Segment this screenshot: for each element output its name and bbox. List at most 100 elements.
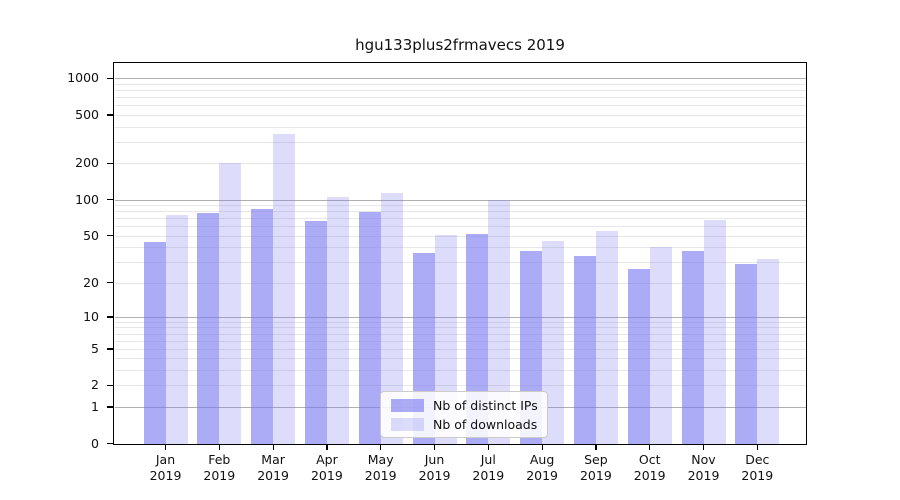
- gridline-major-10: [114, 316, 806, 318]
- x-tick-label-mar: Mar 2019: [257, 452, 289, 483]
- gridline-minor-40: [114, 247, 806, 249]
- x-tick-label-dec: Dec 2019: [741, 452, 774, 483]
- gridline-minor-70: [114, 218, 806, 220]
- bar-dec-nb-of-distinct-ips: [735, 263, 758, 444]
- y-tick-200: [107, 162, 113, 164]
- gridline-minor-3: [114, 370, 806, 372]
- gridline-minor-300: [114, 141, 806, 143]
- gridline-minor-500: [114, 114, 806, 116]
- gridline-minor-80: [114, 211, 806, 213]
- y-tick-label-100: 100: [75, 191, 99, 207]
- bar-jan-nb-of-downloads: [165, 214, 188, 444]
- bar-sep-nb-of-distinct-ips: [573, 255, 596, 444]
- bar-jul-nb-of-downloads: [488, 199, 511, 444]
- x-tick-label-apr: Apr 2019: [310, 452, 343, 483]
- gridline-minor-600: [114, 105, 806, 107]
- x-tick-dec: [756, 445, 758, 450]
- y-tick-5: [107, 348, 113, 350]
- gridline-minor-9: [114, 321, 806, 323]
- y-tick-label-5: 5: [91, 340, 99, 356]
- x-tick-label-feb: Feb 2019: [203, 452, 236, 483]
- bar-jan-nb-of-distinct-ips: [143, 242, 166, 444]
- x-tick-label-jun: Jun 2019: [418, 452, 451, 483]
- gridline-minor-30: [114, 262, 806, 263]
- bar-oct-nb-of-distinct-ips: [627, 269, 650, 444]
- y-tick-50: [107, 235, 113, 237]
- gridline-minor-90: [114, 205, 806, 207]
- legend-item-nb-of-distinct-ips: Nb of distinct IPs: [391, 398, 539, 413]
- bar-nov-nb-of-distinct-ips: [681, 251, 704, 444]
- y-tick-label-500: 500: [75, 106, 99, 122]
- bar-mar-nb-of-downloads: [273, 133, 296, 444]
- y-tick-label-200: 200: [75, 155, 99, 171]
- legend-label-nb-of-distinct-ips: Nb of distinct IPs: [433, 397, 538, 413]
- y-tick-label-10: 10: [83, 308, 99, 324]
- y-tick-2: [107, 384, 113, 387]
- bar-apr-nb-of-downloads: [326, 197, 349, 444]
- gridline-minor-50: [114, 235, 806, 237]
- bar-sep-nb-of-downloads: [595, 230, 618, 444]
- gridline-minor-400: [114, 126, 806, 128]
- y-tick-1: [107, 406, 113, 408]
- x-tick-label-sep: Sep 2019: [579, 452, 612, 483]
- x-tick-jul: [487, 445, 489, 450]
- gridline-minor-7: [114, 333, 806, 335]
- gridline-minor-800: [114, 90, 806, 92]
- gridline-minor-8: [114, 327, 806, 329]
- legend-swatch-nb-of-downloads: [391, 417, 424, 431]
- legend: Nb of distinct IPs Nb of downloads: [380, 391, 548, 438]
- bar-oct-nb-of-downloads: [649, 247, 672, 444]
- y-tick-label-20: 20: [83, 274, 99, 290]
- x-tick-label-jan: Jan 2019: [149, 452, 182, 483]
- x-tick-jan: [164, 445, 167, 450]
- x-tick-aug: [541, 445, 543, 450]
- x-tick-may: [380, 445, 382, 450]
- gridline-major-1000: [114, 78, 806, 80]
- x-tick-mar: [272, 445, 274, 450]
- gridline-minor-20: [114, 282, 806, 284]
- x-tick-apr: [326, 445, 328, 450]
- x-tick-sep: [595, 445, 597, 450]
- y-tick-10: [107, 316, 113, 318]
- y-tick-label-2: 2: [91, 377, 99, 393]
- bar-feb-nb-of-distinct-ips: [197, 213, 220, 444]
- legend-item-nb-of-downloads: Nb of downloads: [391, 417, 539, 432]
- gridline-minor-700: [114, 97, 806, 99]
- gridline-minor-200: [114, 163, 806, 165]
- y-tick-label-1000: 1000: [67, 70, 99, 86]
- x-tick-label-aug: Aug 2019: [526, 452, 558, 483]
- y-tick-500: [107, 114, 113, 116]
- plot-inner: [114, 64, 806, 444]
- bar-may-nb-of-downloads: [380, 193, 403, 444]
- gridline-minor-6: [114, 340, 806, 342]
- gridline-minor-900: [114, 83, 806, 85]
- y-tick-label-50: 50: [83, 227, 99, 243]
- x-tick-label-nov: Nov 2019: [687, 452, 720, 483]
- x-tick-label-may: May 2019: [364, 452, 397, 483]
- bar-mar-nb-of-distinct-ips: [251, 208, 274, 444]
- x-tick-feb: [218, 445, 220, 450]
- x-tick-jun: [433, 445, 436, 450]
- x-tick-nov: [702, 445, 705, 450]
- chart-title: hgu133plus2frmavecs 2019: [355, 36, 565, 54]
- x-tick-label-oct: Oct 2019: [633, 452, 666, 483]
- y-tick-0: [107, 443, 113, 445]
- gridline-minor-4: [114, 358, 806, 360]
- bar-feb-nb-of-downloads: [219, 163, 242, 444]
- legend-label-nb-of-downloads: Nb of downloads: [433, 416, 538, 432]
- gridline-minor-5: [114, 348, 806, 350]
- gridline-minor-2: [114, 385, 806, 387]
- gridline-minor-60: [114, 226, 806, 228]
- y-tick-label-0: 0: [91, 435, 99, 451]
- gridline-major-100: [114, 199, 806, 201]
- y-tick-label-1: 1: [91, 398, 99, 414]
- y-tick-20: [107, 282, 113, 284]
- legend-swatch-nb-of-distinct-ips: [391, 398, 424, 412]
- plot-area: Nb of distinct IPs Nb of downloads: [113, 62, 807, 445]
- x-tick-label-jul: Jul 2019: [472, 452, 505, 483]
- bar-apr-nb-of-distinct-ips: [304, 221, 327, 444]
- bar-may-nb-of-distinct-ips: [358, 211, 381, 444]
- bar-nov-nb-of-downloads: [703, 219, 726, 444]
- y-tick-1000: [107, 77, 113, 80]
